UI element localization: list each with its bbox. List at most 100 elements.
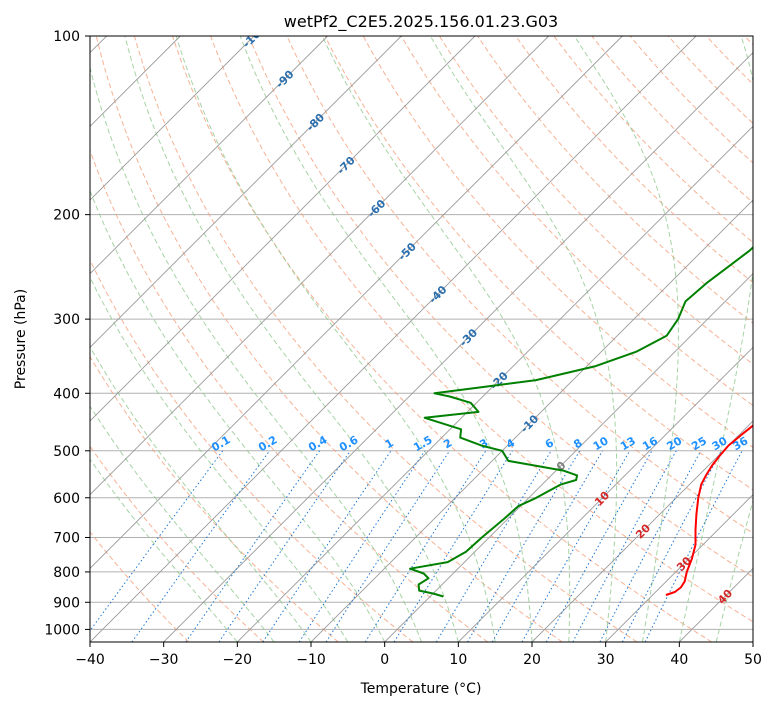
- mixing-ratio-line: [185, 450, 321, 642]
- dry-adiabat: [591, 36, 753, 204]
- plot-area: -100-90-80-70-60-50-40-30-20-10010203040…: [90, 36, 753, 642]
- mixing-ratio-line: [491, 450, 603, 642]
- mixing-ratio-line: [435, 450, 552, 642]
- dry-adiabat: [553, 36, 753, 244]
- mixing-ratio-label: 6: [543, 436, 556, 451]
- moist-adiabats: [90, 36, 753, 642]
- isotherm-label: -20: [488, 369, 511, 392]
- moist-adiabat: [175, 36, 496, 642]
- isotherm-line: [458, 346, 753, 642]
- moist-adiabat: [90, 276, 349, 642]
- y-tick-label: 100: [53, 29, 80, 45]
- mixing-ratio-line: [131, 450, 271, 642]
- mixing-ratio-label: 1: [383, 436, 396, 451]
- isotherm-line: [310, 199, 753, 642]
- mixing-ratio-line: [599, 450, 702, 642]
- dry-adiabat: [705, 36, 753, 85]
- x-axis: −40 −30 −20 −10 0 10 20 30 40 50: [75, 642, 762, 668]
- mixing-ratio-line: [364, 450, 487, 642]
- dry-adiabat: [210, 36, 753, 623]
- y-tick-label: 1000: [44, 622, 80, 638]
- x-tick-label: 50: [744, 652, 762, 668]
- dry-adiabat: [172, 36, 712, 642]
- mixing-ratio-lines: [90, 450, 743, 642]
- y-tick-label: 400: [53, 386, 80, 402]
- isotherm-line: [163, 52, 753, 642]
- dry-adiabats: [90, 36, 753, 642]
- isotherm-label: -10: [518, 412, 541, 435]
- isotherm-label: -40: [426, 283, 449, 306]
- y-tick-label: 900: [53, 595, 80, 611]
- dry-adiabat: [477, 36, 753, 324]
- mixing-ratio-label: 2: [441, 436, 454, 451]
- dry-adiabat: [90, 445, 264, 642]
- isotherm-line: [90, 36, 623, 569]
- x-tick-label: 30: [597, 652, 615, 668]
- isotherm-line: [605, 494, 753, 642]
- moist-adiabat: [715, 498, 753, 642]
- moist-adiabat: [429, 36, 618, 642]
- moist-adiabat: [90, 189, 386, 642]
- y-tick-label: 600: [53, 491, 80, 507]
- dry-adiabat: [400, 36, 753, 407]
- x-tick-label: 40: [670, 652, 688, 668]
- dry-adiabat: [90, 531, 190, 642]
- profile-line-1: [665, 424, 753, 596]
- isotherm-line: [90, 36, 549, 496]
- profile-line-2: [409, 245, 753, 598]
- moist-adiabat: [124, 36, 459, 642]
- dry-adiabat: [324, 36, 753, 491]
- x-tick-label: 20: [523, 652, 541, 668]
- x-tick-label: 10: [449, 652, 467, 668]
- x-tick-label: 0: [380, 652, 389, 668]
- isotherm-line: [90, 36, 255, 201]
- dry-adiabat: [248, 36, 753, 578]
- mixing-ratio-line: [218, 450, 351, 642]
- isotherm-line: [90, 36, 328, 275]
- chart-title: wetPf2_C2E5.2025.156.01.23.G03: [284, 12, 558, 32]
- dry-adiabat: [515, 36, 753, 284]
- mixing-ratio-line: [467, 450, 581, 642]
- dry-adiabat: [95, 36, 563, 642]
- mixing-ratio-line: [393, 450, 513, 642]
- dry-adiabat: [438, 36, 753, 365]
- dry-adiabat: [90, 149, 488, 642]
- isotherm-label: -90: [273, 68, 296, 91]
- isotherm-line: [752, 641, 753, 642]
- plot-frame: [89, 35, 754, 643]
- moist-adiabat: [321, 36, 571, 642]
- dry-adiabat: [90, 259, 414, 642]
- y-tick-label: 200: [53, 208, 80, 224]
- mixing-ratio-line: [572, 450, 677, 642]
- isotherm-line: [384, 273, 753, 642]
- y-tick-label: 800: [53, 565, 80, 581]
- x-tick-label: −40: [75, 652, 105, 668]
- x-tick-label: −10: [296, 652, 326, 668]
- y-tick-label: 500: [53, 444, 80, 460]
- dry-adiabat: [744, 36, 753, 46]
- moist-adiabat: [90, 345, 312, 642]
- moist-adiabat: [573, 36, 679, 642]
- x-tick-label: −30: [149, 652, 179, 668]
- dry-adiabat: [667, 36, 753, 125]
- profile-series: [409, 245, 753, 598]
- isotherm-line: [90, 36, 697, 642]
- moist-adiabat: [90, 405, 275, 642]
- dry-adiabat: [286, 36, 753, 534]
- dry-adiabat: [133, 36, 638, 642]
- mixing-ratio-label: 4: [504, 436, 517, 451]
- moist-adiabat: [90, 65, 422, 642]
- y-axis: 100 200 300 400 500 600 700 800 900 1000: [44, 29, 90, 638]
- isotherm-label: -80: [304, 111, 327, 134]
- isotherm-label: 10: [592, 489, 612, 509]
- moist-adiabat: [239, 36, 533, 642]
- mixing-ratio-line: [298, 450, 426, 642]
- x-axis-title: Temperature (°C): [360, 681, 482, 697]
- mixing-ratio-line: [545, 450, 653, 642]
- isotherm-line: [90, 36, 402, 348]
- y-axis-title: Pressure (hPa): [13, 289, 29, 389]
- mixing-ratio-line: [325, 450, 451, 642]
- isotherm-label: 40: [715, 587, 735, 607]
